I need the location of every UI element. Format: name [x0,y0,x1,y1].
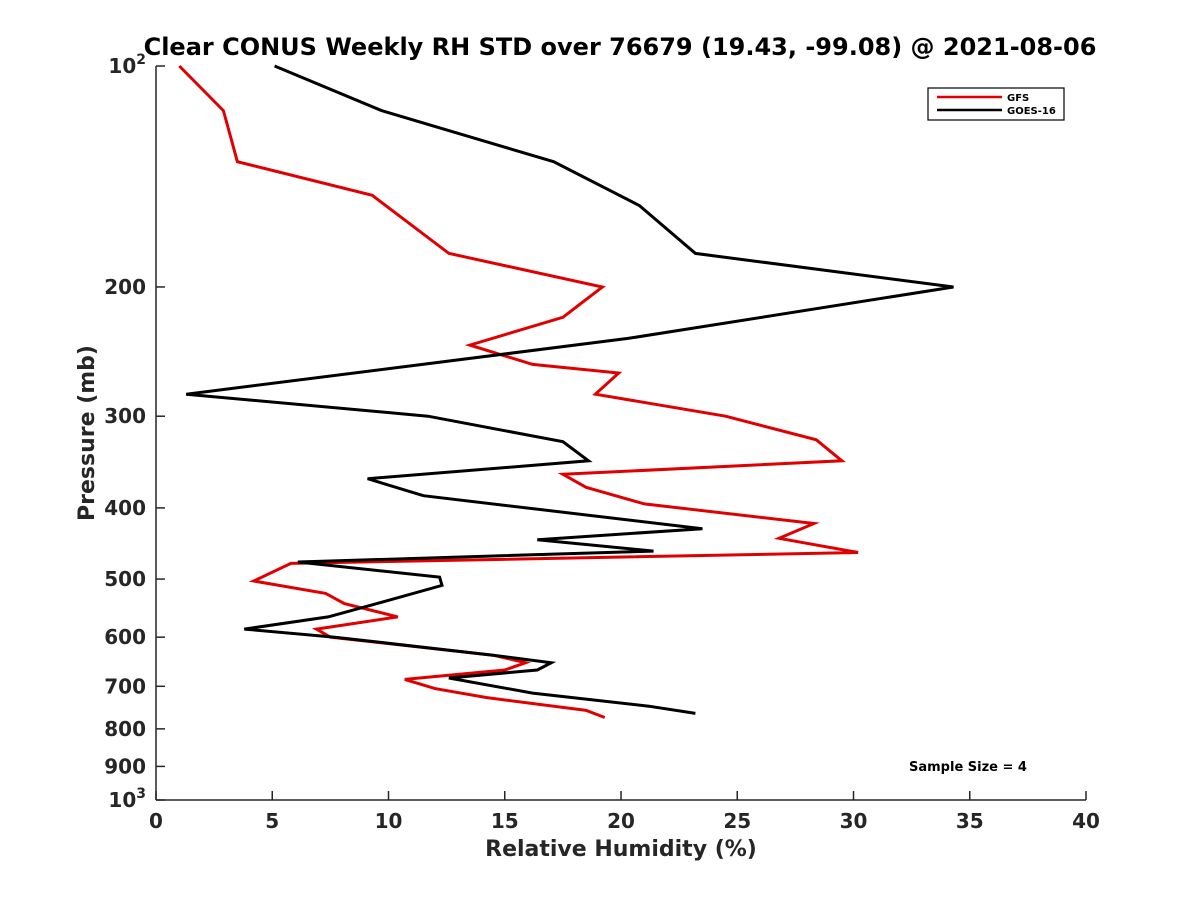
legend-label-goes16: GOES-16 [1007,106,1056,117]
sample-size-annotation: Sample Size = 4 [909,760,1027,775]
y-tick-label: 300 [104,404,146,428]
y-tick-label: 800 [104,717,146,741]
y-tick-label: 103 [108,786,146,812]
y-tick-label: 600 [104,625,146,649]
legend-label-gfs: GFS [1007,93,1029,104]
series-line-gfs [178,64,859,719]
legend: GFS GOES-16 [927,87,1065,121]
y-axis-title: Pressure (mb) [75,345,100,521]
x-tick-label: 35 [956,809,984,833]
y-tick-label: 400 [104,496,146,520]
x-axis-ticks: 0 5 10 15 20 25 30 35 40 [149,791,1100,833]
x-tick-label: 10 [375,809,403,833]
x-tick-label: 0 [149,809,163,833]
y-tick-label: 700 [104,674,146,698]
series-line-goes16 [186,64,954,715]
y-tick-label: 500 [104,567,146,591]
x-tick-label: 15 [491,809,519,833]
chart-title: Clear CONUS Weekly RH STD over 76679 (19… [144,33,1097,61]
y-tick-label: 200 [104,275,146,299]
x-axis-title: Relative Humidity (%) [485,837,757,862]
x-tick-label: 25 [723,809,751,833]
x-tick-label: 40 [1072,809,1100,833]
legend-box [927,87,1065,121]
x-tick-label: 20 [607,809,635,833]
x-tick-label: 5 [265,809,279,833]
series-layer [178,64,954,719]
y-tick-label: 900 [104,754,146,778]
y-tick-label: 102 [108,52,146,78]
x-tick-label: 30 [840,809,868,833]
y-axis-ticks: 102 200 300 400 500 600 700 800 900 103 [104,52,165,812]
